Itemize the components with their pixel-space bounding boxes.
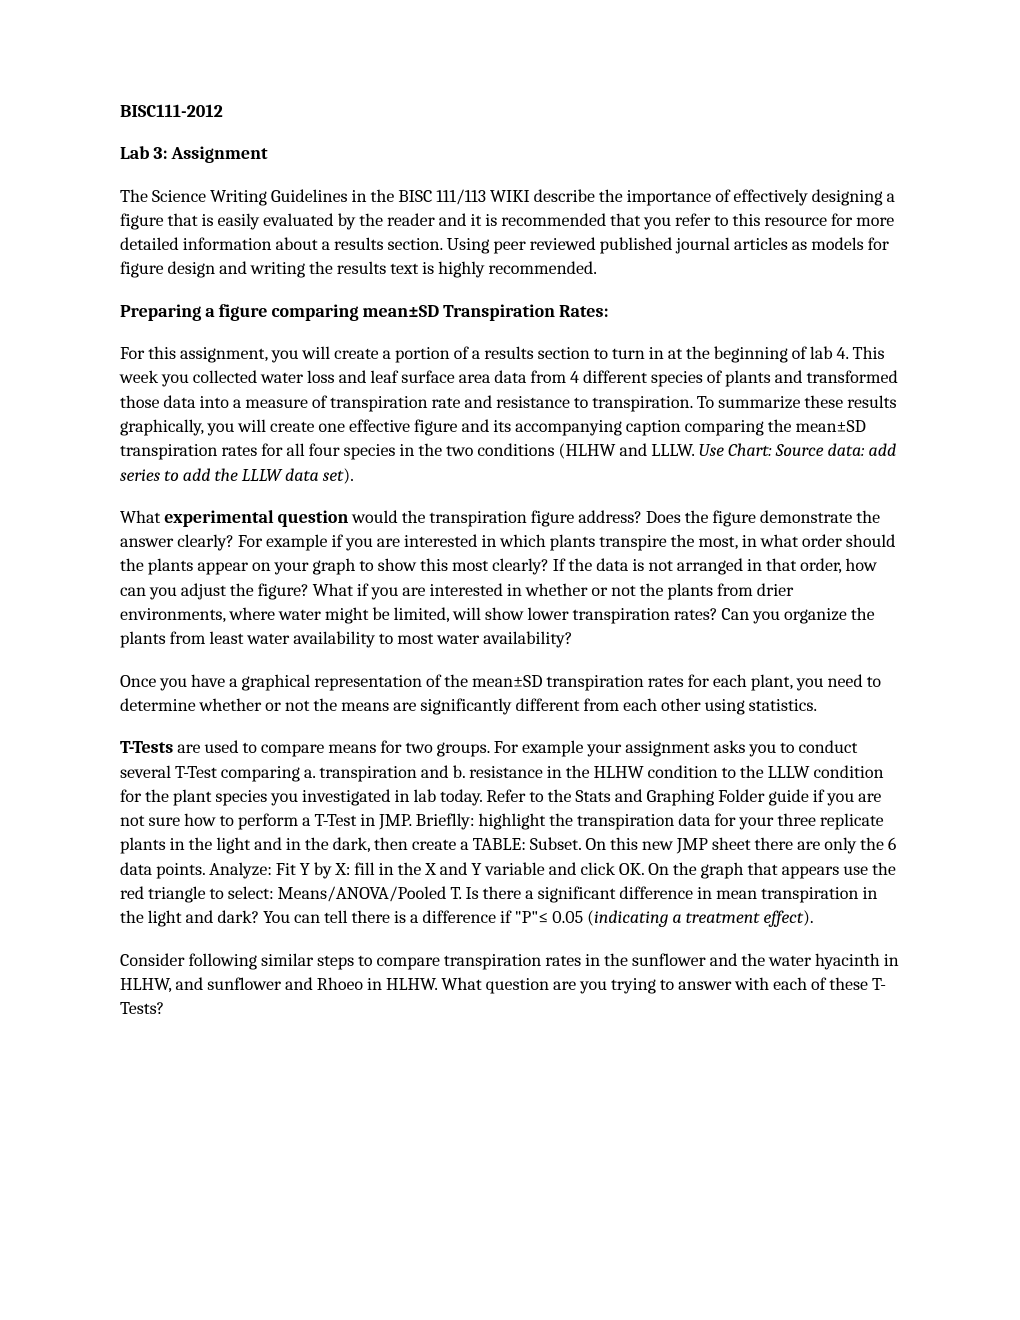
para4-text-1: are used to compare means for two groups… [120,737,896,928]
lab-title: Lab 3: Assignment [120,142,900,166]
para4-italic: indicating a treatment effect [594,907,803,928]
paragraph-3: Once you have a graphical representation… [120,670,900,719]
para4-text-2: ). [803,907,814,928]
para2-text-1: What [120,507,164,528]
para4-bold: T-Tests [120,737,173,758]
intro-paragraph: The Science Writing Guidelines in the BI… [120,185,900,282]
section-heading: Preparing a figure comparing mean±SD Tra… [120,300,900,324]
paragraph-1: For this assignment, you will create a p… [120,342,900,488]
paragraph-4: T-Tests are used to compare means for tw… [120,736,900,930]
para1-text-2: ). [343,465,354,486]
paragraph-5: Consider following similar steps to comp… [120,949,900,1022]
para2-bold: experimental question [164,507,348,528]
paragraph-2: What experimental question would the tra… [120,506,900,652]
para2-text-2: would the transpiration figure address? … [120,507,896,649]
course-code: BISC111-2012 [120,100,900,124]
